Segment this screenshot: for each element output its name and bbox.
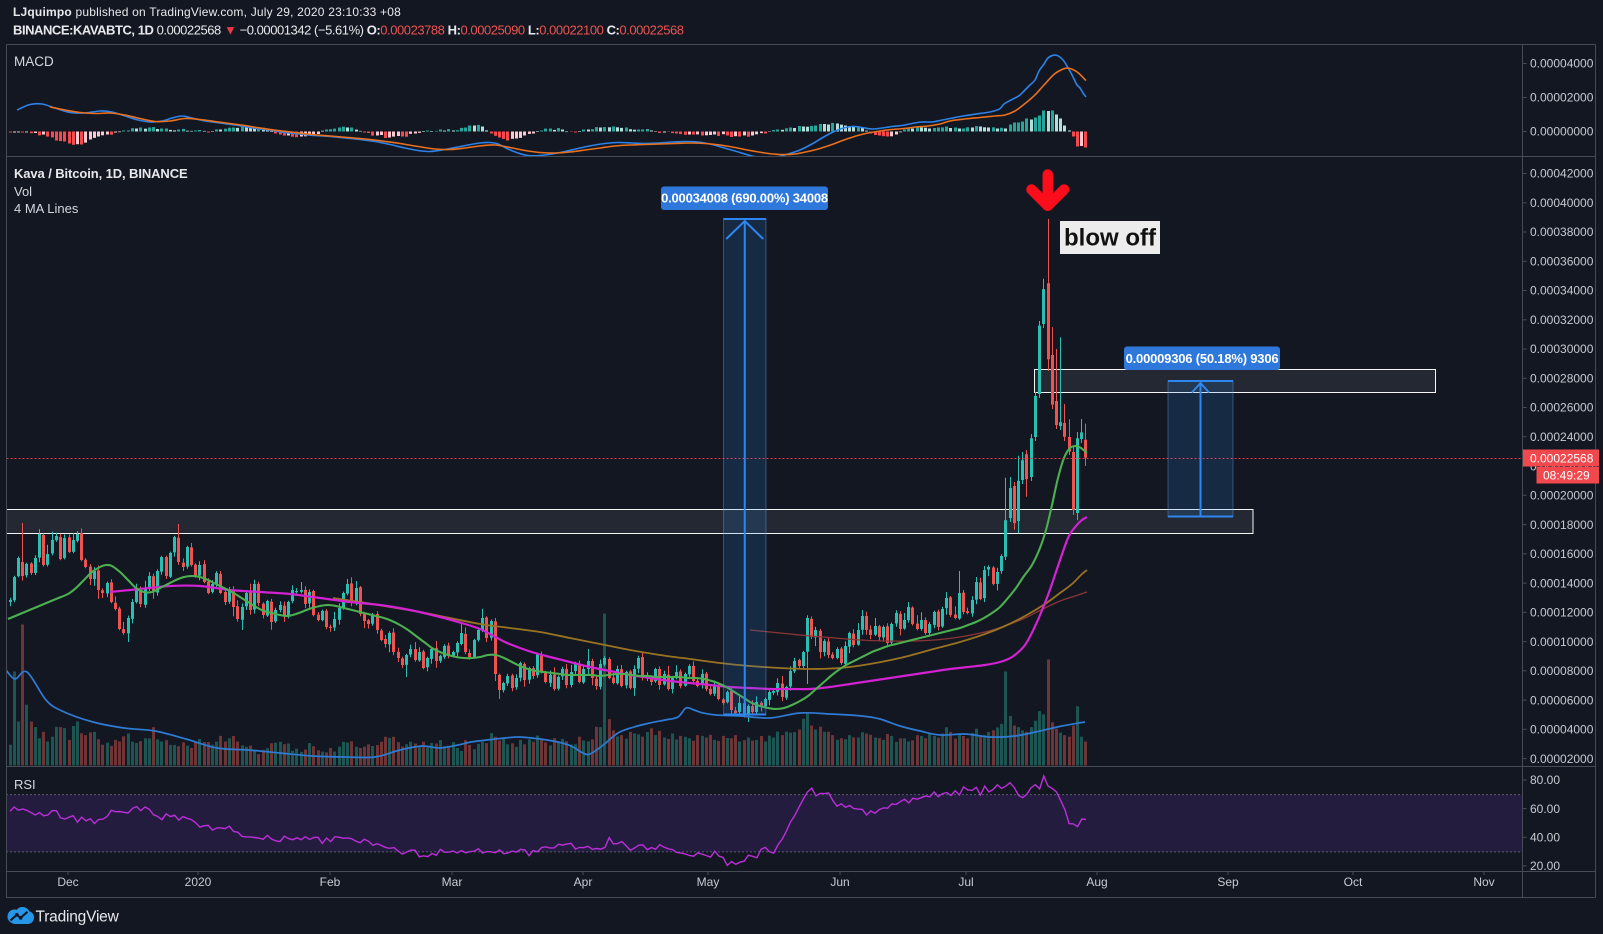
svg-text:0.00032000: 0.00032000 [1530,313,1594,327]
svg-text:0.00009306 (50.18%) 9306: 0.00009306 (50.18%) 9306 [1126,351,1279,366]
svg-text:Kava / Bitcoin, 1D, BINANCE: Kava / Bitcoin, 1D, BINANCE [14,166,188,181]
svg-text:0.00010000: 0.00010000 [1530,635,1594,649]
svg-text:Sep: Sep [1217,875,1239,889]
svg-text:Nov: Nov [1473,875,1494,889]
svg-text:0.00038000: 0.00038000 [1530,225,1594,239]
svg-text:0.00004000: 0.00004000 [1530,57,1594,71]
svg-text:20.00: 20.00 [1530,859,1560,873]
svg-text:Apr: Apr [574,875,593,889]
svg-text:0.00008000: 0.00008000 [1530,664,1594,678]
svg-text:0.00000000: 0.00000000 [1530,125,1594,139]
svg-text:Mar: Mar [442,875,463,889]
svg-text:0.00030000: 0.00030000 [1530,342,1594,356]
svg-text:Aug: Aug [1086,875,1107,889]
svg-text:RSI: RSI [14,777,36,792]
svg-text:0.00028000: 0.00028000 [1530,372,1594,386]
svg-text:0.00022568: 0.00022568 [1530,452,1594,466]
svg-text:80.00: 80.00 [1530,773,1560,787]
svg-text:Oct: Oct [1344,875,1363,889]
svg-text:0.00042000: 0.00042000 [1530,167,1594,181]
svg-text:60.00: 60.00 [1530,802,1560,816]
svg-text:Jun: Jun [830,875,849,889]
svg-text:MACD: MACD [14,54,54,69]
svg-text:blow off: blow off [1064,225,1157,252]
svg-text:Jul: Jul [958,875,973,889]
svg-text:40.00: 40.00 [1530,831,1560,845]
svg-text:Vol: Vol [14,184,32,199]
svg-text:TradingView: TradingView [36,909,120,926]
svg-text:0.00020000: 0.00020000 [1530,489,1594,503]
svg-text:0.00006000: 0.00006000 [1530,693,1594,707]
svg-text:0.00040000: 0.00040000 [1530,196,1594,210]
svg-text:LJquimpo published on TradingV: LJquimpo published on TradingView.com, J… [13,5,401,19]
svg-text:2020: 2020 [185,875,212,889]
svg-text:0.00036000: 0.00036000 [1530,255,1594,269]
svg-text:0.00016000: 0.00016000 [1530,547,1594,561]
svg-text:May: May [697,875,720,889]
svg-text:0.00012000: 0.00012000 [1530,606,1594,620]
svg-text:Feb: Feb [320,875,341,889]
svg-text:4 MA Lines: 4 MA Lines [14,201,79,216]
svg-text:0.00014000: 0.00014000 [1530,576,1594,590]
svg-text:0.00034008 (690.00%) 34008: 0.00034008 (690.00%) 34008 [661,191,828,206]
svg-text:0.00026000: 0.00026000 [1530,401,1594,415]
svg-text:BINANCE:KAVABTC, 1D 0.0002256: BINANCE:KAVABTC, 1D 0.00022568 ▼ −0.0000… [13,23,684,38]
svg-text:0.00002000: 0.00002000 [1530,91,1594,105]
svg-text:Dec: Dec [57,875,78,889]
svg-text:0.00024000: 0.00024000 [1530,430,1594,444]
svg-text:0.00034000: 0.00034000 [1530,284,1594,298]
svg-text:08:49:29: 08:49:29 [1543,469,1590,483]
svg-text:0.00002000: 0.00002000 [1530,752,1594,766]
svg-text:0.00004000: 0.00004000 [1530,723,1594,737]
svg-text:0.00018000: 0.00018000 [1530,518,1594,532]
